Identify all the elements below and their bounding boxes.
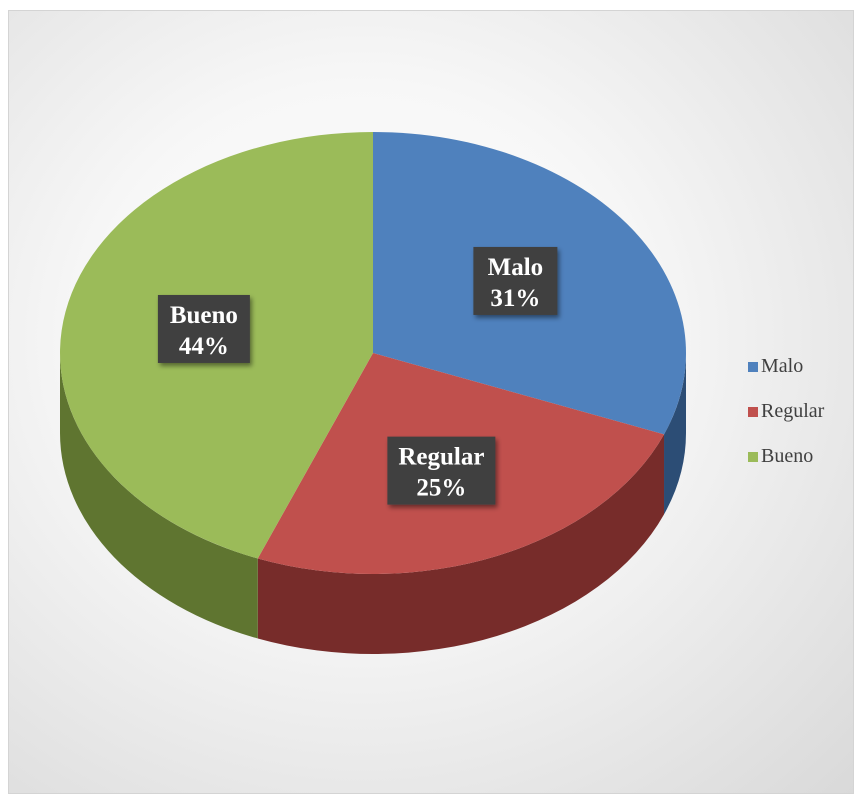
data-label-box-malo	[473, 246, 558, 315]
data-label-regular: Regular 25%	[387, 436, 496, 505]
data-label-box-regular	[387, 436, 496, 505]
data-label-bueno: Bueno 44%	[157, 294, 250, 363]
legend-label-malo: Malo	[761, 355, 804, 377]
pie-side-malo	[664, 353, 686, 515]
legend-label-regular: Regular	[761, 400, 825, 422]
data-label-value-malo: 31%	[490, 285, 540, 312]
legend-swatch-malo	[748, 361, 758, 372]
data-label-category-regular: Regular	[398, 444, 484, 471]
legend-swatch-bueno	[748, 451, 758, 462]
pie-side-bueno	[60, 353, 258, 639]
legend-swatch-regular	[748, 406, 758, 417]
legend-item-regular: Regular	[748, 397, 848, 426]
data-label-malo: Malo 31%	[473, 246, 558, 315]
data-label-category-bueno: Bueno	[170, 302, 238, 329]
data-label-value-bueno: 44%	[179, 333, 229, 360]
data-label-value-regular: 25%	[416, 475, 466, 502]
legend: Malo Regular Bueno	[748, 352, 848, 487]
legend-item-malo: Malo	[748, 352, 848, 381]
legend-label-bueno: Bueno	[761, 445, 814, 467]
data-label-category-malo: Malo	[488, 254, 544, 281]
legend-item-bueno: Bueno	[748, 442, 848, 471]
data-label-box-bueno	[157, 294, 250, 363]
pie-side-regular	[257, 434, 665, 654]
